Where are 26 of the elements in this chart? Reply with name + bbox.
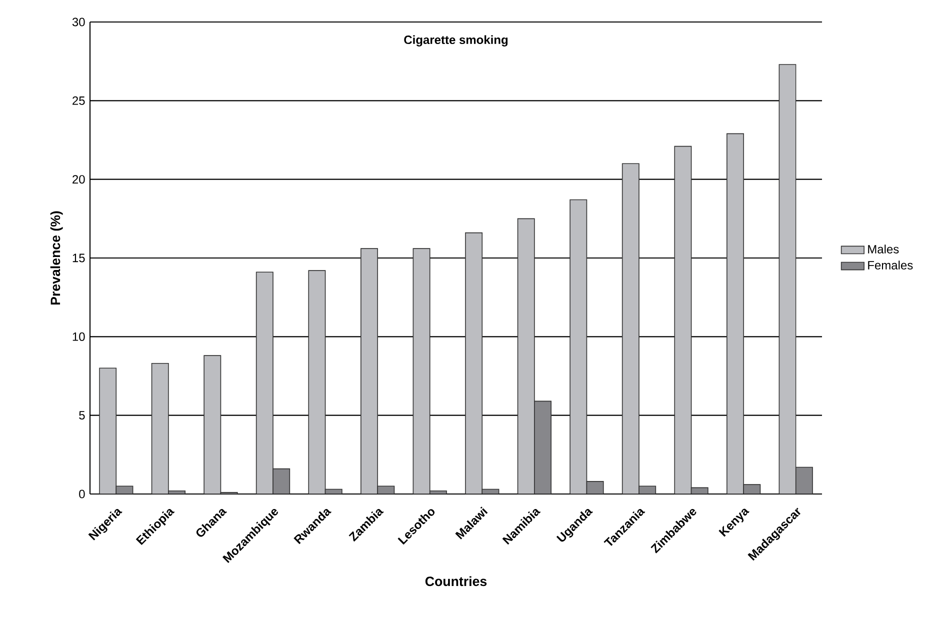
y-tick-label: 10: [72, 332, 85, 341]
bar: [726, 133, 744, 494]
bar: [204, 355, 222, 494]
bar: [308, 270, 326, 494]
bar: [412, 248, 430, 494]
x-axis-title: Countries: [425, 576, 487, 586]
bar: [256, 272, 274, 494]
legend-label: Females: [868, 260, 913, 270]
bar: [151, 363, 169, 494]
y-tick-label: 20: [72, 175, 85, 184]
bar: [622, 163, 640, 494]
bar: [674, 146, 692, 494]
legend-label: Males: [868, 244, 899, 254]
bar: [517, 218, 535, 494]
bar: [360, 248, 378, 494]
y-tick-label: 30: [72, 18, 85, 26]
y-axis-title: Prevalence (%): [50, 211, 63, 305]
y-tick-label: 25: [72, 96, 85, 105]
y-tick-label: 5: [79, 411, 85, 420]
text: Cigarette smoking: [404, 35, 508, 46]
y-tick-label: 15: [72, 254, 85, 262]
bar: [570, 199, 588, 494]
bar: [99, 368, 117, 494]
y-tick-label: 0: [79, 490, 85, 498]
bar: [778, 64, 796, 494]
bar: [465, 232, 483, 494]
